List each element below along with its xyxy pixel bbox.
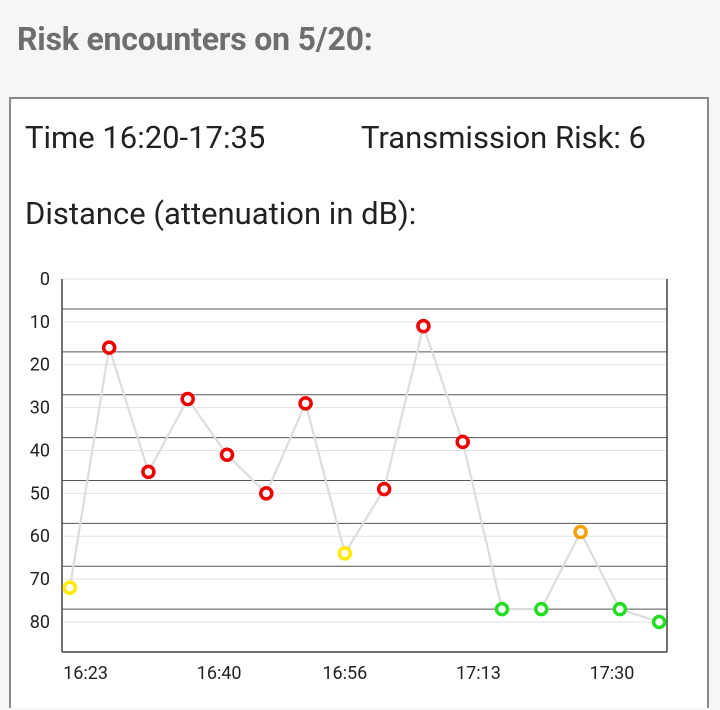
data-point [141, 464, 156, 480]
page-heading: Risk encounters on 5/20: [17, 20, 373, 58]
data-point [455, 434, 470, 450]
distance-title: Distance (attenuation in dB): [25, 195, 417, 232]
y-tick-label: 10 [30, 312, 50, 333]
data-point [219, 447, 235, 463]
x-tick-label: 17:30 [590, 663, 635, 684]
series-line [68, 322, 660, 624]
transmission-risk-label: Transmission Risk: 6 [361, 119, 646, 156]
data-point [337, 546, 353, 561]
chart-axes [61, 279, 668, 653]
data-point [180, 391, 195, 407]
y-tick-label: 0 [40, 269, 50, 290]
y-tick-label: 70 [30, 569, 50, 590]
data-point [573, 524, 588, 540]
y-tick-label: 40 [30, 440, 50, 461]
risk-encounter-card: Time 16:20-17:35 Transmission Risk: 6 Di… [9, 97, 709, 708]
y-axis-ticks: 0 10 20 30 40 50 60 70 80 [30, 269, 50, 633]
chart-grid [62, 278, 667, 623]
data-point [534, 601, 549, 617]
y-tick-label: 60 [30, 526, 50, 547]
x-tick-label: 16:40 [197, 663, 242, 684]
x-tick-label: 16:56 [322, 663, 367, 684]
data-point [416, 318, 431, 334]
y-tick-label: 50 [30, 483, 50, 504]
attenuation-chart: 0 10 20 30 40 50 60 70 80 16:23 16:40 16:56 17:13 17… [30, 269, 668, 684]
data-point [62, 580, 78, 595]
data-point [101, 340, 117, 355]
data-point [259, 486, 274, 501]
data-point [612, 601, 628, 617]
data-points [62, 318, 667, 630]
x-tick-label: 16:23 [63, 663, 108, 684]
y-tick-label: 80 [30, 612, 50, 633]
data-point [298, 396, 313, 411]
data-point [494, 601, 510, 617]
data-point [651, 614, 667, 630]
y-tick-label: 20 [30, 355, 50, 376]
x-tick-label: 17:13 [456, 663, 501, 684]
y-tick-label: 30 [30, 398, 50, 419]
time-range-label: Time 16:20-17:35 [25, 119, 266, 156]
data-point [376, 481, 392, 497]
x-axis-ticks: 16:23 16:40 16:56 17:13 17:30 [63, 663, 634, 684]
